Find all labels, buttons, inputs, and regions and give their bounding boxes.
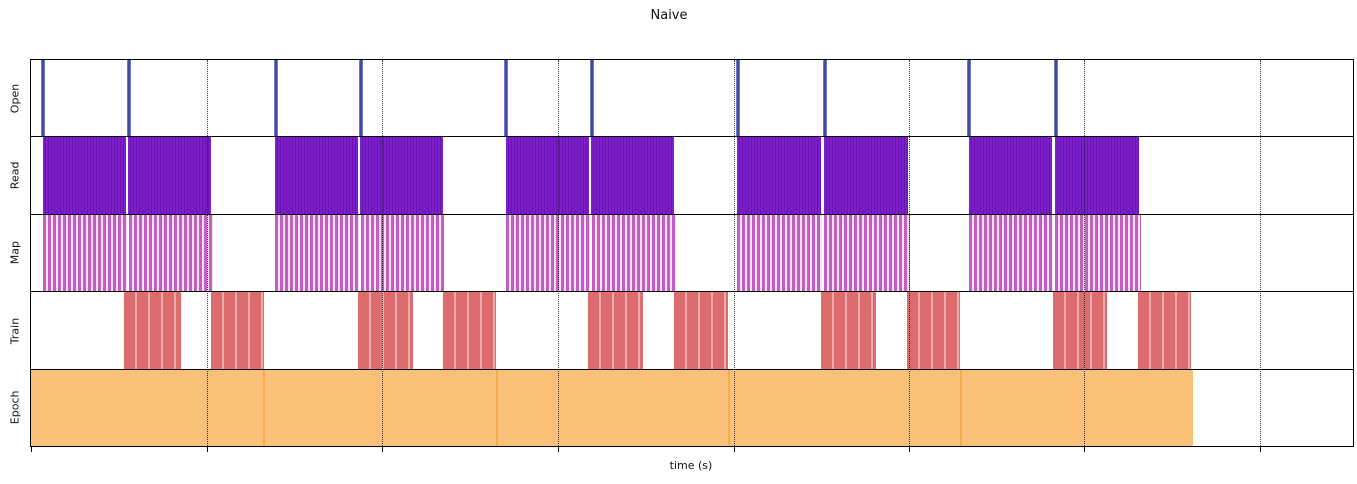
train-bar — [1053, 292, 1107, 369]
x-tick — [558, 446, 559, 452]
map-bar — [506, 214, 590, 292]
plot-area: Open Read Map Train Epoch — [9, 59, 1354, 452]
map-bar — [824, 214, 910, 292]
read-bar — [506, 137, 589, 214]
epoch-bar — [31, 369, 263, 447]
x-tick — [207, 446, 208, 452]
track-read — [31, 137, 1353, 215]
map-bar — [129, 214, 213, 292]
epoch-bar — [728, 369, 962, 447]
x-tick — [31, 446, 32, 452]
train-bar — [124, 292, 181, 369]
open-event-marker — [736, 60, 740, 137]
train-bar — [674, 292, 728, 369]
open-event-marker — [40, 60, 45, 137]
y-label-map: Map — [8, 241, 22, 265]
read-bar — [591, 137, 674, 214]
map-bar — [737, 214, 822, 292]
train-bar — [1138, 292, 1191, 369]
read-bar — [275, 137, 358, 214]
train-bar — [907, 292, 960, 369]
read-bar — [42, 137, 126, 214]
read-bar — [824, 137, 908, 214]
train-bar — [821, 292, 876, 369]
map-bar — [42, 214, 127, 292]
x-tick — [908, 446, 910, 452]
map-bar — [1055, 214, 1141, 292]
y-label-open: Open — [8, 83, 22, 114]
open-event-marker — [1054, 60, 1058, 137]
x-tick — [382, 446, 383, 452]
open-event-marker — [504, 60, 508, 137]
train-bar — [443, 292, 496, 369]
x-tick — [734, 446, 735, 452]
read-bar — [360, 137, 443, 214]
rows-container — [31, 60, 1353, 447]
x-axis-label: time (s) — [669, 459, 713, 472]
chart-title: Naive — [650, 8, 688, 23]
open-event-marker — [127, 60, 131, 137]
read-bar — [969, 137, 1052, 214]
track-map — [31, 214, 1353, 293]
y-label-epoch: Epoch — [8, 390, 22, 425]
track-train — [31, 292, 1353, 370]
train-bar — [588, 292, 643, 369]
epoch-bar — [263, 369, 498, 447]
train-bar — [211, 292, 264, 369]
open-event-marker — [274, 60, 278, 137]
open-event-marker — [967, 60, 971, 137]
epoch-bar — [960, 369, 1193, 447]
track-open — [31, 60, 1353, 138]
map-bar — [969, 214, 1053, 292]
y-label-train: Train — [8, 316, 22, 344]
y-label-read: Read — [8, 161, 22, 190]
x-tick — [1083, 446, 1085, 452]
train-bar — [358, 292, 413, 369]
map-bar — [275, 214, 359, 292]
x-tick-layer — [31, 446, 1353, 454]
read-bar — [1055, 137, 1139, 214]
open-event-marker — [359, 60, 363, 137]
epoch-bar — [495, 369, 730, 447]
open-event-marker — [823, 60, 827, 137]
open-event-marker — [590, 60, 594, 137]
read-bar — [737, 137, 821, 214]
read-bar — [128, 137, 211, 214]
x-tick — [1260, 446, 1261, 452]
track-epoch — [31, 369, 1353, 447]
map-bar — [592, 214, 676, 292]
map-bar — [361, 214, 444, 292]
